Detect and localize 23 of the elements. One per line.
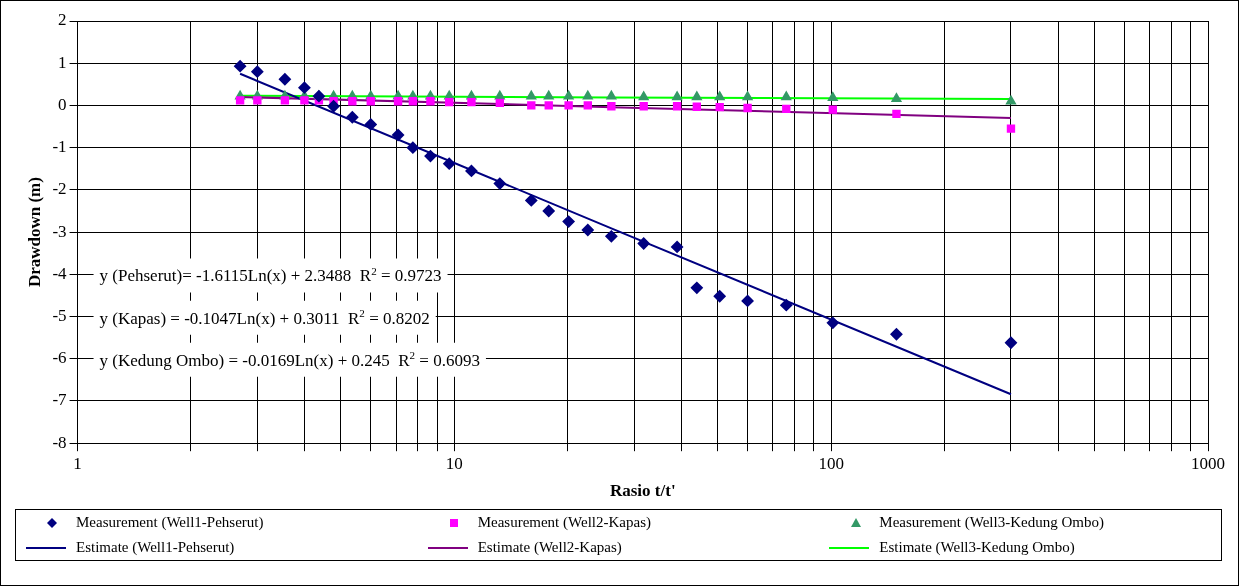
y-tick-label: -6	[52, 348, 67, 368]
y-tick-label: 2	[58, 10, 67, 30]
x-tick-label: 100	[818, 453, 844, 473]
x-axis-title: Rasio t/t'	[609, 481, 676, 501]
y-tick-label: -8	[52, 432, 67, 452]
y-tick-label: -1	[52, 137, 67, 157]
legend-label: Estimate (Well1-Pehserut)	[76, 539, 235, 556]
x-tick-label: 10	[445, 453, 463, 473]
y-tick-label: -5	[52, 306, 67, 326]
y-tick-label: 1	[58, 52, 67, 72]
legend-label: Measurement (Well1-Pehserut)	[76, 514, 264, 531]
y-tick-label: -3	[52, 221, 67, 241]
legend-label: Measurement (Well2-Kapas)	[477, 514, 651, 531]
y-axis-title: Drawdown (m)	[24, 177, 44, 288]
y-tick-label: -7	[52, 390, 68, 410]
x-tick-label: 1	[73, 453, 82, 473]
legend-label: Estimate (Well2-Kapas)	[477, 539, 622, 556]
y-tick-label: -4	[52, 263, 68, 283]
y-tick-label: -2	[52, 179, 67, 199]
y-tick-label: 0	[58, 94, 67, 114]
legend-label: Estimate (Well3-Kedung Ombo)	[879, 539, 1075, 556]
x-tick-label: 1000	[1191, 453, 1225, 473]
legend-label: Measurement (Well3-Kedung Ombo)	[879, 514, 1104, 531]
